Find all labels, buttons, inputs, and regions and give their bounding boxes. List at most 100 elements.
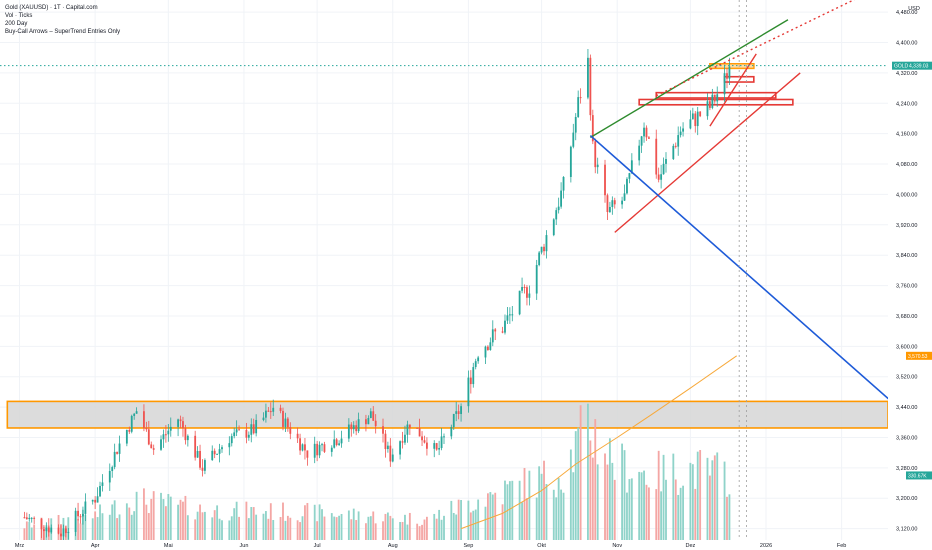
candle-body [674,145,677,147]
candle-body [50,527,53,533]
volume-bar [235,501,238,540]
candle-body [199,450,201,468]
volume-bar [201,512,204,540]
volume-bar [457,499,460,540]
volume-bar [672,453,675,540]
volume-bar [408,512,411,540]
time-tick-label: Okt [537,543,546,549]
candle-body [57,527,60,534]
candle-body [286,418,289,428]
volume-bar [252,507,255,540]
candle-body [382,426,384,434]
candle-body [101,482,104,486]
candle-body [611,200,614,207]
volume-bar [518,480,521,540]
volume-bar [613,479,616,540]
legend-indicator[interactable]: Buy-Call Arrows – SuperTrend Entries Onl… [5,29,121,35]
volume-bar [218,518,221,540]
time-axis[interactable]: Mrz Apr Mai Jun Jul Aug Sep Okt Nov Dez 2026 Feb [0,540,932,550]
candle-body [77,510,79,517]
volume-bar [552,489,555,540]
volume-bar [216,505,219,540]
volume-bar [150,498,153,540]
candle-body [96,496,99,503]
candle-body [672,145,675,160]
volume-bar [352,508,355,540]
volume-bar [606,464,609,540]
candle-body [416,427,419,429]
candle-body [316,443,319,456]
support-zone [6,400,889,429]
candle-body [252,424,255,434]
volume-bar [347,510,350,540]
volume-bar [306,502,309,540]
candle-body [526,287,528,298]
volume-bar [179,499,182,540]
volume-bar [355,520,358,540]
candle-body [572,132,575,147]
candle-body [523,286,526,288]
candle-body [589,57,592,116]
candle-body [269,411,272,413]
volume-bar [699,450,702,540]
candle-body [406,424,409,435]
candle-body [440,436,443,449]
candle-body [504,320,506,333]
volume-bar [367,516,370,540]
volume-bar [130,514,133,540]
candle-body [662,163,665,175]
volume-bar [643,470,645,540]
volume-bar [538,466,541,540]
candle-body [455,411,458,414]
last-price-tag [892,61,932,70]
price-tick-label: 3,760.00 [896,284,917,290]
volume-bar [557,478,560,540]
volume-bar [113,500,116,540]
candle-body [216,453,219,455]
candle-body [374,420,377,427]
candle-body [460,406,462,414]
time-tick-label: Mrz [15,543,24,549]
volume-bar [489,492,492,540]
volume-bar [372,511,375,540]
volume-bar [611,462,614,540]
candle-body [418,428,421,437]
volume-bar [596,464,599,540]
volume-bar [711,460,714,540]
volume-bar [572,472,575,540]
volume-bar [657,450,660,540]
candle-body [535,265,538,294]
last-price-label: 4,339.03 [909,64,929,70]
candle-body [711,94,714,108]
time-tick-label: 2026 [760,543,772,549]
candle-body [574,117,577,133]
price-tick-label: 3,280.00 [896,466,917,472]
price-tick-label: 4,480.00 [896,10,917,16]
candle-body [506,315,509,321]
candle-body [443,436,445,438]
price-tick-label: 4,400.00 [896,41,917,47]
candle-body [233,432,236,437]
volume-bar [455,514,458,540]
legend-volume[interactable]: Vol · Ticks [5,13,33,19]
volume-bar [677,494,680,540]
volume-bar [369,516,372,540]
candle-body [677,135,680,147]
volume-bar [443,515,445,540]
volume-bar [543,460,545,540]
volume-bar [655,489,658,540]
legend-ma[interactable]: 200 Day [5,21,28,27]
time-axis-bg [0,540,932,550]
volume-bar [535,497,538,540]
candle-body [372,411,375,421]
legend-title[interactable]: Gold (XAUUSD) · 1T · Capital.com [5,5,98,11]
volume-bar [723,461,726,540]
candle-body [333,439,336,448]
volume-bar [221,520,223,540]
volume-bar [467,500,470,540]
price-tick-label: 4,240.00 [896,101,917,107]
candle-body [150,444,153,449]
candle-body [204,460,206,471]
